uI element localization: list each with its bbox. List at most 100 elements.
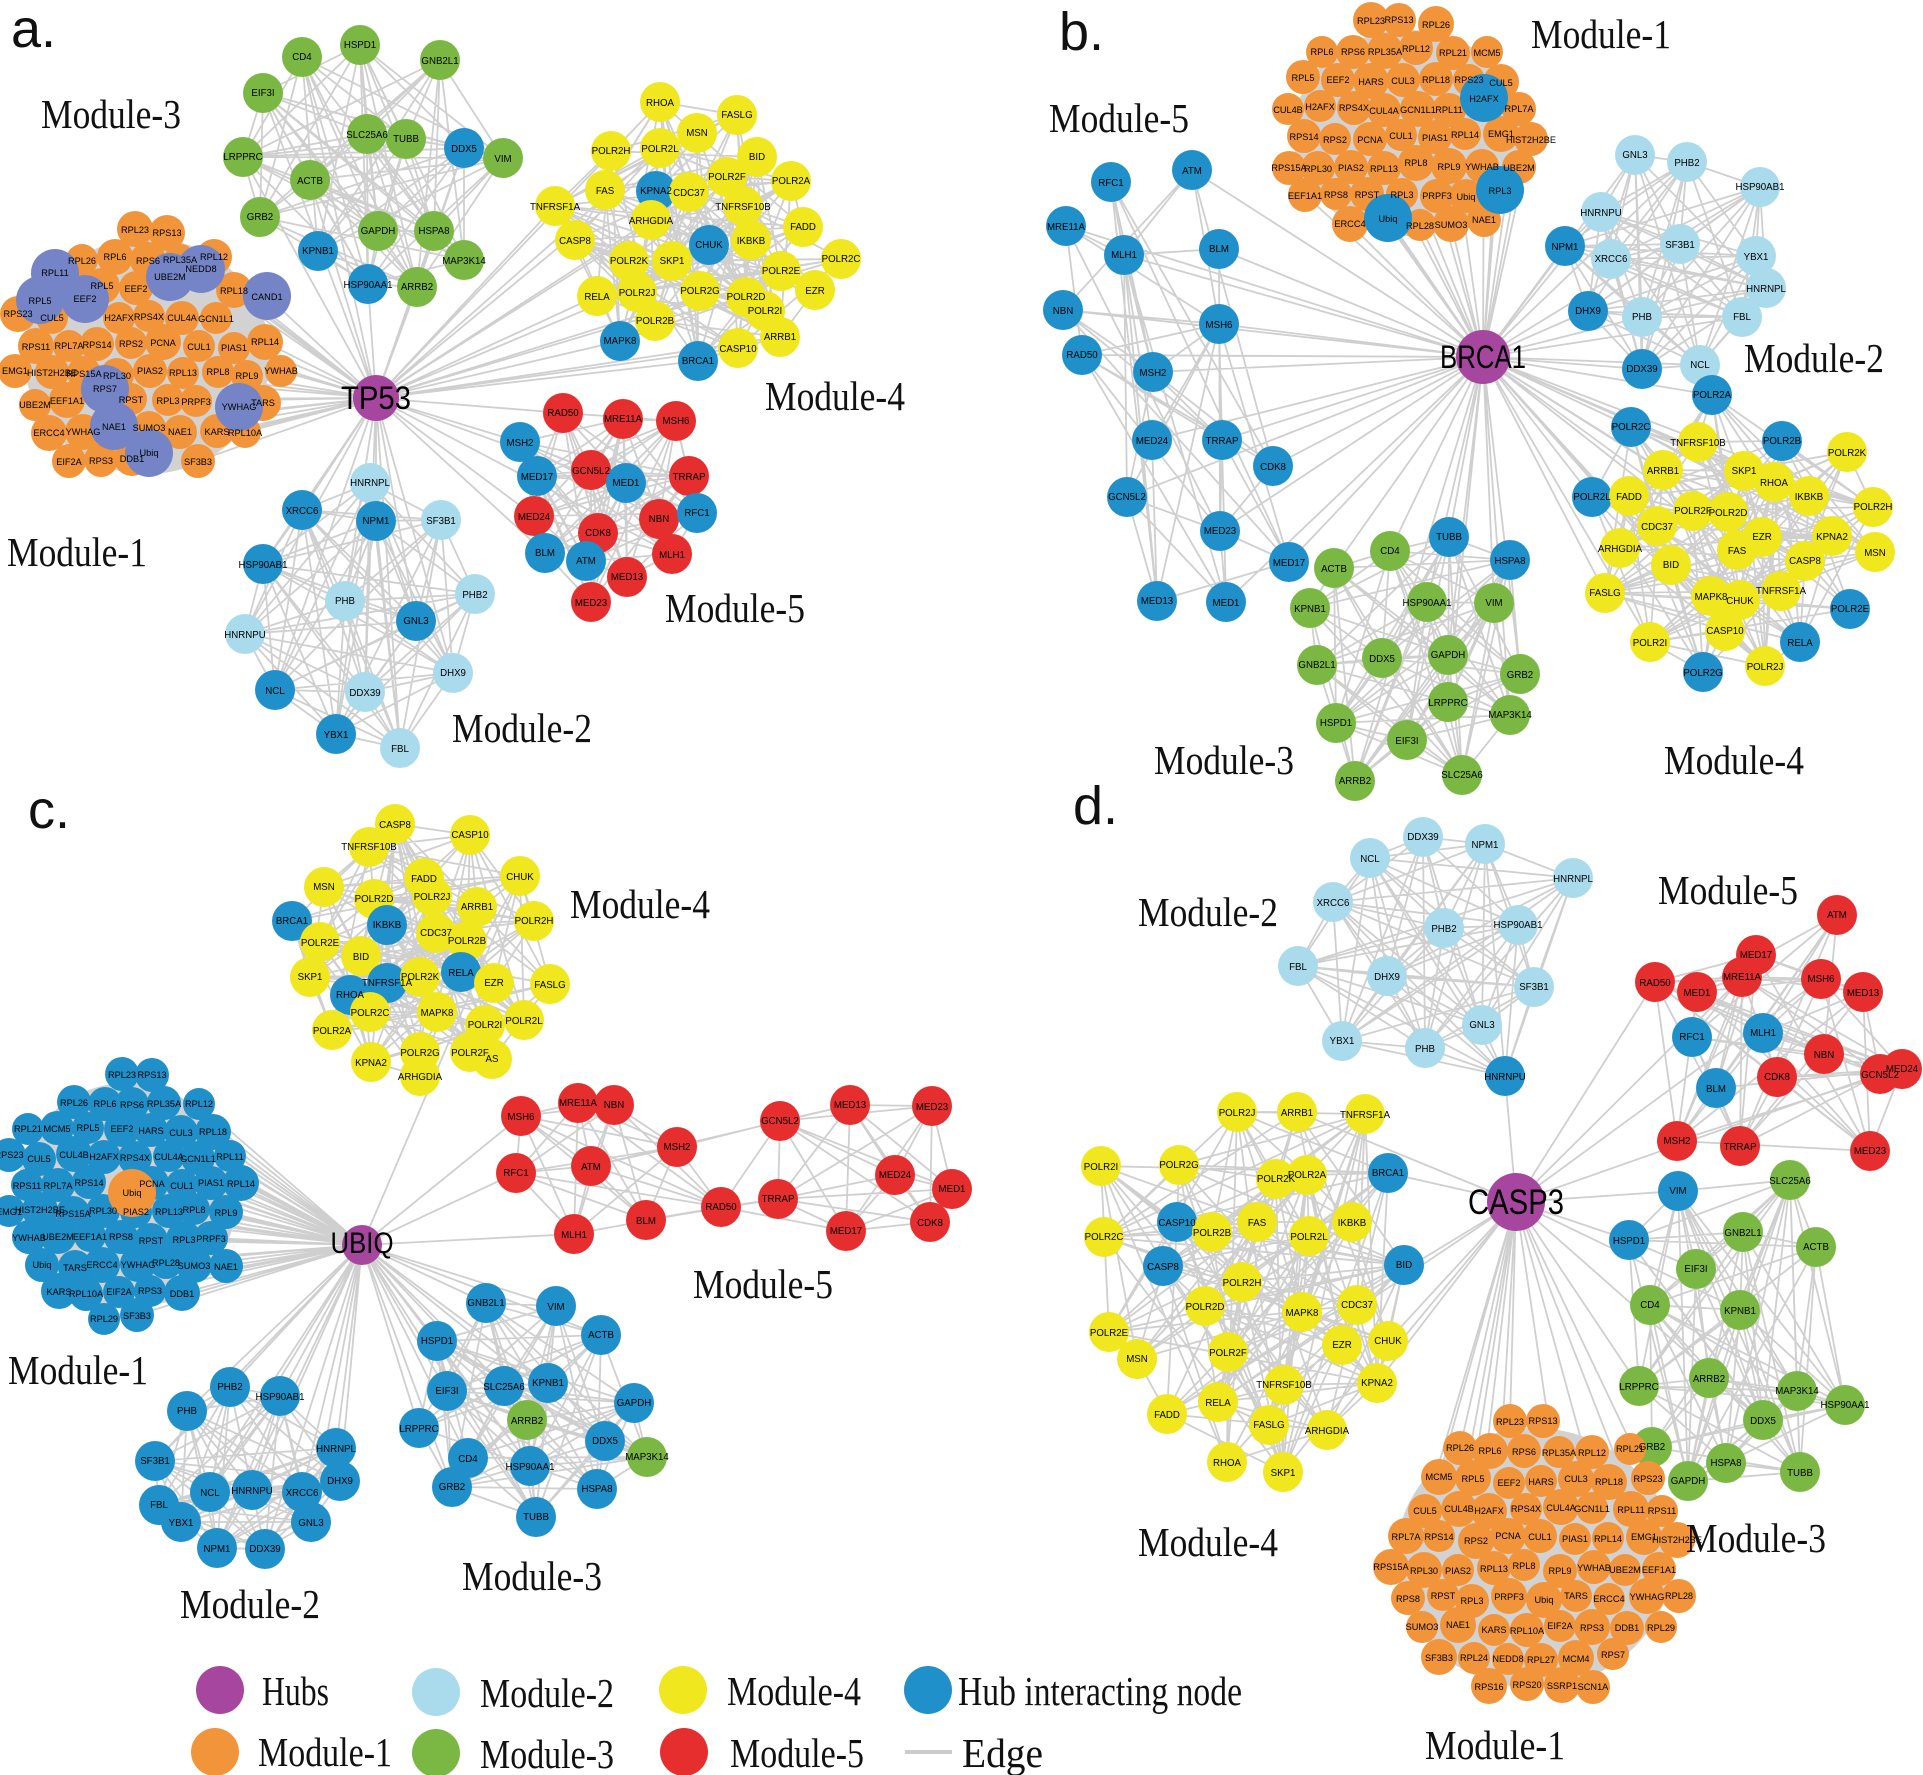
svg-text:RPL35A: RPL35A [163, 255, 198, 265]
svg-text:NCL: NCL [1360, 854, 1380, 865]
svg-text:MSH2: MSH2 [507, 438, 534, 449]
svg-text:MCM4: MCM4 [1562, 1654, 1589, 1664]
svg-text:UBE2M: UBE2M [1503, 163, 1535, 173]
svg-text:ARRB1: ARRB1 [764, 332, 796, 343]
svg-text:POLR2F: POLR2F [1674, 506, 1712, 517]
svg-text:YWHAB: YWHAB [12, 1233, 46, 1243]
svg-text:POLR2H: POLR2H [1223, 1278, 1262, 1289]
svg-text:GCN1L1: GCN1L1 [198, 314, 234, 324]
svg-text:MSN: MSN [1126, 1354, 1148, 1365]
svg-text:ARRB1: ARRB1 [461, 902, 493, 913]
svg-text:LRPPRC: LRPPRC [1428, 698, 1467, 709]
svg-text:SSRP1: SSRP1 [1547, 1681, 1577, 1691]
svg-text:GCN1L1: GCN1L1 [1400, 105, 1436, 115]
svg-text:GCN5L2: GCN5L2 [761, 1116, 799, 1127]
svg-text:RPL35A: RPL35A [1542, 1448, 1577, 1458]
svg-text:MLH1: MLH1 [1750, 1028, 1776, 1039]
svg-text:EIF3I: EIF3I [1684, 1264, 1707, 1275]
svg-text:MED24: MED24 [1136, 436, 1169, 447]
svg-text:ARRB1: ARRB1 [1647, 466, 1679, 477]
svg-text:MAP3K14: MAP3K14 [625, 1452, 669, 1463]
svg-text:SF3B1: SF3B1 [1519, 982, 1549, 993]
svg-text:UBIQ: UBIQ [331, 1227, 394, 1260]
svg-text:ARRB2: ARRB2 [1339, 776, 1371, 787]
svg-text:BID: BID [353, 952, 369, 963]
svg-text:TARS: TARS [251, 398, 275, 408]
svg-text:RPL23: RPL23 [108, 1070, 136, 1080]
svg-text:POLR2C: POLR2C [822, 254, 861, 265]
svg-text:CUL4B: CUL4B [1273, 105, 1303, 115]
svg-text:RPS15A: RPS15A [1373, 1562, 1409, 1572]
svg-text:RPL26: RPL26 [68, 256, 96, 266]
svg-text:NPM1: NPM1 [1552, 242, 1579, 253]
svg-text:RPS11: RPS11 [22, 342, 50, 352]
svg-text:HIST2H2BE: HIST2H2BE [27, 368, 77, 378]
svg-text:MRE11A: MRE11A [1723, 972, 1762, 983]
svg-text:DDB1: DDB1 [170, 1289, 195, 1299]
svg-text:CDC37: CDC37 [1341, 1300, 1373, 1311]
svg-text:RPS15A: RPS15A [1271, 163, 1307, 173]
svg-text:CUL4B: CUL4B [59, 1150, 89, 1160]
svg-text:GNB2L1: GNB2L1 [1298, 660, 1335, 671]
svg-text:NPM1: NPM1 [1472, 840, 1499, 851]
svg-text:DDX5: DDX5 [1369, 654, 1395, 665]
svg-text:RPL13: RPL13 [169, 368, 197, 378]
svg-text:PCNA: PCNA [139, 1179, 165, 1189]
svg-text:YWHAB: YWHAB [1465, 162, 1499, 172]
svg-text:MCM5: MCM5 [43, 1124, 70, 1134]
svg-text:POLR2H: POLR2H [515, 916, 554, 927]
svg-text:SLC25A6: SLC25A6 [346, 130, 387, 141]
svg-text:SF3B1: SF3B1 [140, 1456, 170, 1467]
svg-text:MED13: MED13 [834, 1100, 866, 1111]
svg-text:NAE1: NAE1 [214, 1262, 238, 1272]
svg-text:RPS6: RPS6 [120, 1100, 144, 1110]
svg-text:RPS3: RPS3 [89, 456, 113, 466]
svg-text:HSP90AB1: HSP90AB1 [1735, 182, 1784, 193]
svg-text:EIF2A: EIF2A [1547, 1621, 1573, 1631]
svg-text:SUMO3: SUMO3 [133, 423, 166, 433]
svg-text:RPL23: RPL23 [1496, 1417, 1524, 1427]
svg-text:RPL21: RPL21 [1439, 48, 1467, 58]
svg-text:POLR2I: POLR2I [1084, 1162, 1118, 1173]
svg-text:HIST2H2BE: HIST2H2BE [1652, 1535, 1702, 1545]
svg-text:CAND1: CAND1 [251, 292, 282, 302]
svg-text:TRRAP: TRRAP [673, 472, 706, 483]
svg-text:CDC37: CDC37 [673, 188, 705, 199]
svg-text:VIM: VIM [547, 1302, 564, 1313]
svg-text:NAE1: NAE1 [168, 427, 192, 437]
svg-text:RPS3: RPS3 [138, 1286, 162, 1296]
svg-text:RPL21: RPL21 [14, 1124, 42, 1134]
svg-text:MLH1: MLH1 [1111, 250, 1137, 261]
svg-text:POLR2K: POLR2K [1828, 448, 1867, 459]
svg-text:DDX39: DDX39 [249, 1544, 280, 1555]
svg-text:PCNA: PCNA [150, 338, 176, 348]
svg-text:RPL30: RPL30 [1304, 164, 1332, 174]
svg-text:XRCC6: XRCC6 [1317, 898, 1350, 909]
svg-text:RPS14: RPS14 [82, 340, 111, 350]
svg-text:RPL9: RPL9 [1549, 1566, 1572, 1576]
svg-text:EEF1A1: EEF1A1 [1288, 191, 1322, 201]
svg-text:Module-3: Module-3 [480, 1731, 614, 1775]
svg-text:EIF3I: EIF3I [251, 88, 274, 99]
svg-text:RPST: RPST [1431, 1591, 1456, 1601]
svg-text:POLR2G: POLR2G [1159, 1160, 1198, 1171]
svg-text:FADD: FADD [790, 222, 816, 233]
svg-text:PHB2: PHB2 [217, 1382, 242, 1393]
svg-text:a.: a. [11, 0, 56, 59]
svg-text:MED23: MED23 [916, 1102, 948, 1113]
svg-text:RPL5: RPL5 [77, 1123, 100, 1133]
svg-text:RPL23: RPL23 [121, 225, 149, 235]
svg-text:ARRB2: ARRB2 [511, 1416, 543, 1427]
svg-text:MED17: MED17 [521, 472, 553, 483]
svg-text:MSN: MSN [313, 882, 335, 893]
svg-text:Module-2: Module-2 [1138, 889, 1278, 935]
svg-text:MAP3K14: MAP3K14 [1488, 710, 1532, 721]
svg-text:RPS14: RPS14 [1424, 1532, 1453, 1542]
svg-text:MAP3K14: MAP3K14 [1775, 1386, 1819, 1397]
svg-text:RPS4X: RPS4X [134, 312, 164, 322]
svg-text:RPL21: RPL21 [1616, 1444, 1644, 1454]
svg-text:POLR2A: POLR2A [313, 1026, 352, 1037]
svg-text:HSPA8: HSPA8 [418, 226, 449, 237]
svg-text:PHB2: PHB2 [1431, 924, 1456, 935]
svg-text:CASP8: CASP8 [1789, 556, 1821, 567]
